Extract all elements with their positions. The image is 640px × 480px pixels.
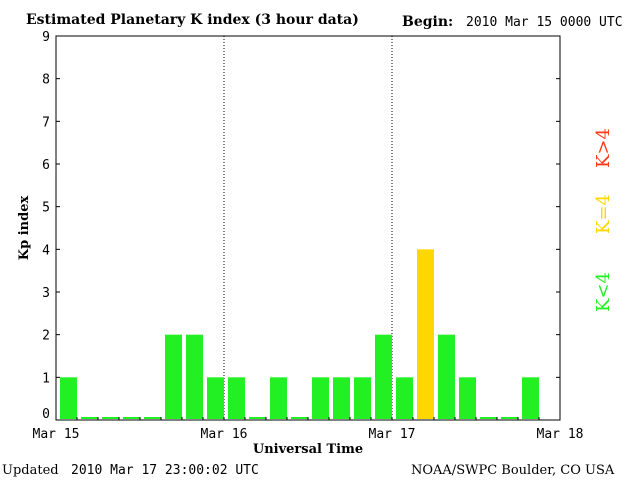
- kp-bar: [417, 249, 434, 419]
- x-tick-label: Mar 16: [201, 427, 248, 442]
- y-tick-label: 5: [42, 201, 50, 216]
- kp-bar: [522, 377, 539, 419]
- kp-bar: [396, 377, 413, 419]
- x-axis-title: Universal Time: [253, 442, 363, 457]
- begin-label: Begin:: [402, 14, 453, 30]
- chart-title: Estimated Planetary K index (3 hour data…: [26, 12, 359, 28]
- bars-group: [60, 249, 539, 419]
- y-tick-label: 1: [42, 371, 50, 386]
- legend-k-low: K<4: [593, 272, 614, 312]
- y-tick-label: 3: [42, 286, 50, 301]
- y-tick-label: 8: [42, 73, 50, 88]
- kp-bar: [207, 377, 224, 419]
- y-tick-label: 2: [42, 329, 50, 344]
- kp-bar: [123, 417, 140, 419]
- kp-bar: [375, 334, 392, 419]
- kp-bar: [186, 334, 203, 419]
- kp-bar: [270, 377, 287, 419]
- kp-bar: [165, 334, 182, 419]
- kp-bar: [354, 377, 371, 419]
- divider-group: [223, 36, 393, 420]
- y-tick-label: 9: [42, 30, 50, 45]
- updated-label: Updated: [2, 463, 59, 478]
- y-ticks-group: 0 1 2 3 4 5 6 7 8 9: [42, 30, 560, 422]
- begin-value: 2010 Mar 15 0000 UTC: [466, 15, 623, 30]
- kp-bar: [312, 377, 329, 419]
- y-tick-label: 4: [42, 243, 50, 258]
- x-tick-label: Mar 18: [537, 427, 584, 442]
- kp-bar: [81, 417, 98, 419]
- kp-bar: [438, 334, 455, 419]
- kp-bar: [228, 377, 245, 419]
- x-ticks-group: Mar 15 Mar 16 Mar 17 Mar 18: [33, 417, 584, 442]
- kp-bar: [459, 377, 476, 419]
- y-axis-title: Kp index: [17, 196, 32, 261]
- legend-k-equal: K=4: [593, 194, 614, 234]
- kp-bar: [144, 417, 161, 419]
- kp-bar: [480, 417, 497, 419]
- y-tick-label: 0: [42, 407, 50, 422]
- x-tick-label: Mar 15: [33, 427, 80, 442]
- updated-value: 2010 Mar 17 23:00:02 UTC: [71, 463, 259, 478]
- legend-k-high: K>4: [593, 128, 614, 168]
- kp-bar: [60, 377, 77, 419]
- kp-bar: [501, 417, 518, 419]
- kp-bar: [102, 417, 119, 419]
- x-tick-label: Mar 17: [369, 427, 416, 442]
- y-tick-label: 6: [42, 158, 50, 173]
- kp-bar: [333, 377, 350, 419]
- y-tick-label: 7: [42, 115, 50, 130]
- kp-bar: [291, 417, 308, 419]
- source-label: NOAA/SWPC Boulder, CO USA: [411, 463, 615, 478]
- kp-bar: [249, 417, 266, 419]
